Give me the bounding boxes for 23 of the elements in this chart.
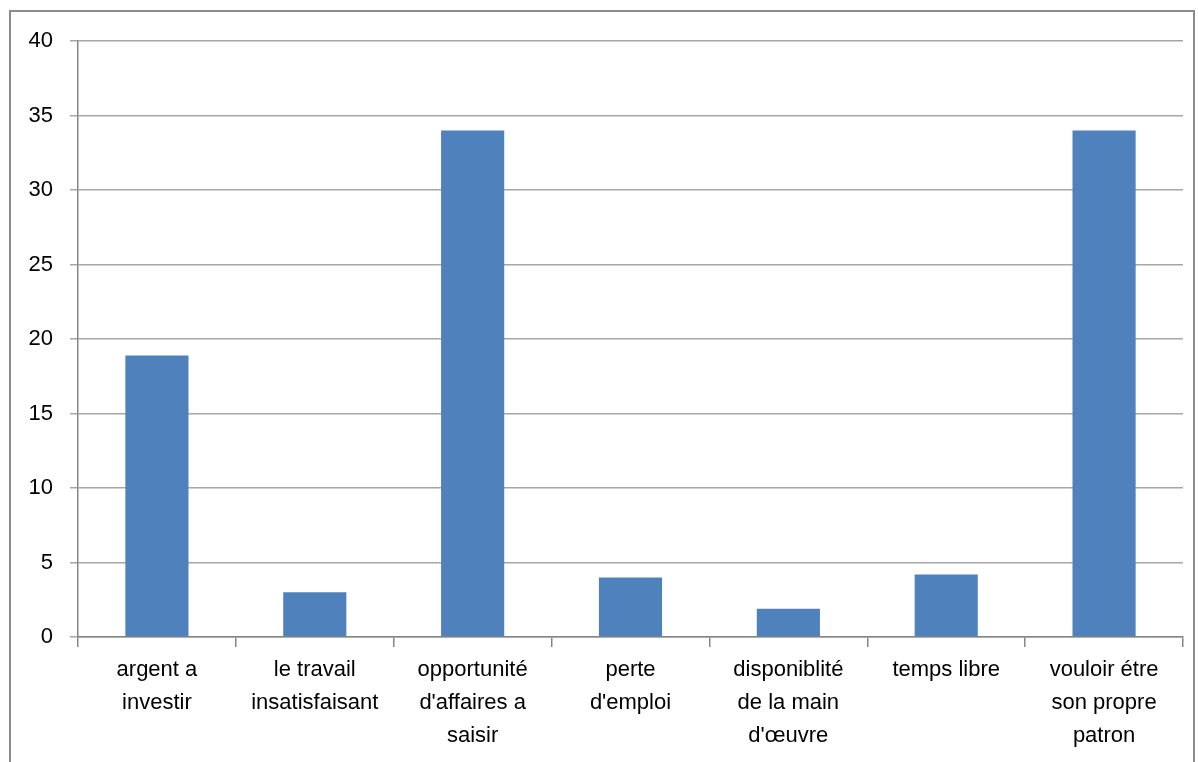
y-tick-label: 25 [28,250,53,276]
x-tick-label: temps libre [892,655,1001,681]
bar [914,574,978,637]
bar [283,592,347,637]
bar [756,608,820,637]
x-tick-label: perte d'emploi [589,655,672,714]
x-tick-label: vouloir étre son propre patron [1049,655,1159,747]
x-tick-label: argent a investir [116,655,199,714]
y-tick-label: 5 [40,548,53,574]
y-tick-label: 20 [28,325,53,351]
y-tick-label: 40 [28,27,53,53]
bar [441,130,505,637]
y-tick-label: 35 [28,101,53,127]
y-tick-label: 15 [28,399,53,425]
x-tick-label: opportunité d'affaires a saisir [417,655,528,747]
y-tick-label: 0 [40,623,53,649]
x-tick-label: disponiblité de la main d'œuvre [733,655,844,747]
bar [125,355,189,637]
y-tick-label: 30 [28,176,53,202]
bar [598,577,663,637]
x-tick-label: le travail insatisfaisant [251,655,379,714]
bar [1072,130,1136,637]
y-tick-label: 10 [28,474,53,500]
